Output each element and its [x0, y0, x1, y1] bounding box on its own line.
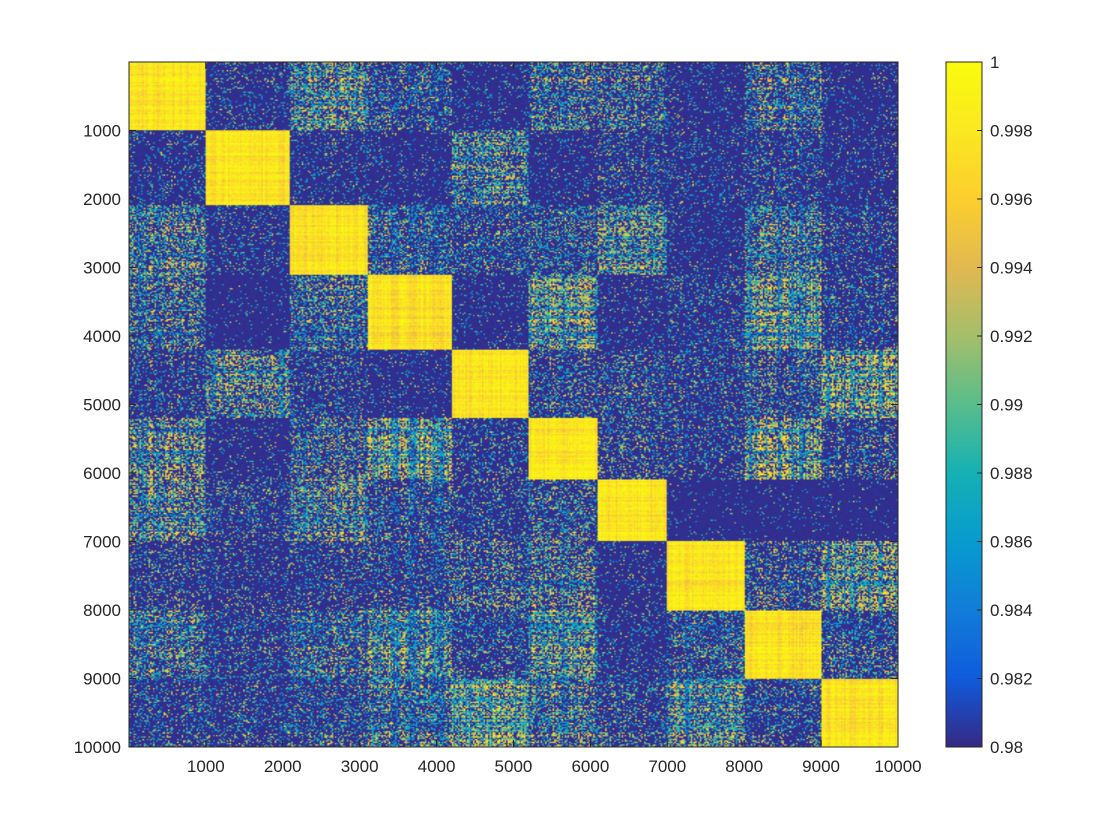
heatmap-image	[129, 62, 898, 747]
colorbar-tick-label: 0.988	[990, 464, 1033, 483]
colorbar-tick-label: 0.994	[990, 259, 1033, 278]
colorbar-tick-label: 0.984	[990, 601, 1033, 620]
y-tick-label: 9000	[83, 669, 121, 688]
x-tick-label: 1000	[187, 757, 225, 776]
x-tick-label: 7000	[648, 757, 686, 776]
colorbar-tick-label: 0.982	[990, 670, 1033, 689]
y-tick-label: 6000	[83, 464, 121, 483]
colorbar-tick-label: 0.986	[990, 533, 1033, 552]
x-tick-label: 5000	[495, 757, 533, 776]
y-tick-label: 10000	[74, 738, 121, 757]
x-tick-label: 4000	[418, 757, 456, 776]
x-tick-label: 6000	[571, 757, 609, 776]
colorbar-tick-label: 0.992	[990, 327, 1033, 346]
colorbar-tick-label: 0.99	[990, 396, 1023, 415]
x-tick-label: 10000	[874, 757, 921, 776]
colorbar-tick-label: 0.998	[990, 122, 1033, 141]
y-tick-label: 4000	[83, 327, 121, 346]
colorbar-ticks: 0.98 0.982 0.984 0.986 0.988 0.99 0.992 0.994 0.…	[977, 53, 1033, 757]
y-tick-label: 3000	[83, 258, 121, 277]
heatmap-plot-area	[128, 61, 899, 748]
x-tick-label: 3000	[341, 757, 379, 776]
colorbar-tick-label: 0.996	[990, 190, 1033, 209]
y-tick-label: 1000	[83, 121, 121, 140]
y-tick-label: 2000	[83, 190, 121, 209]
x-tick-label: 9000	[802, 757, 840, 776]
x-tick-label: 2000	[264, 757, 302, 776]
colorbar-tick-label: 1	[990, 53, 999, 72]
colorbar-tick-label: 0.98	[990, 738, 1023, 757]
colorbar: 0.98 0.982 0.984 0.986 0.988 0.99 0.992 0.994 0.…	[945, 53, 1033, 757]
y-axis: 1000 2000 3000 4000 5000 6000 7000 8000 9000 1000…	[74, 121, 898, 757]
y-tick-label: 8000	[83, 601, 121, 620]
x-tick-label: 8000	[725, 757, 763, 776]
y-tick-label: 7000	[83, 532, 121, 551]
y-tick-label: 5000	[83, 395, 121, 414]
x-axis: 1000 2000 3000 4000 5000 6000 7000 8000 9000 1000…	[187, 62, 922, 776]
colorbar-gradient	[946, 62, 982, 747]
